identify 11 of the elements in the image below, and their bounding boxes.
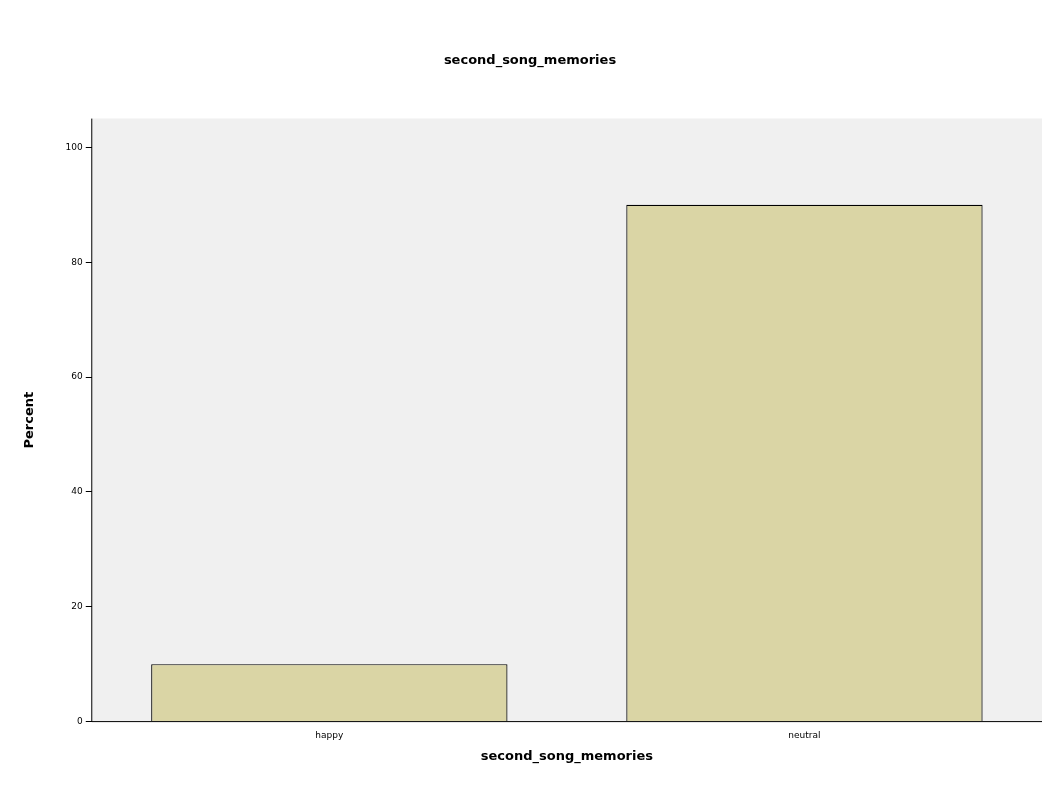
x-tick-label: happy <box>315 730 344 741</box>
x-axis-title: second_song_memories <box>480 747 654 764</box>
y-tick-label: 0 <box>77 715 84 726</box>
y-tick-label: 60 <box>71 371 84 382</box>
y-tick-label: 40 <box>71 486 84 497</box>
x-tick-label: neutral <box>788 730 821 741</box>
y-tick-label: 100 <box>65 141 84 152</box>
y-axis-title: Percent <box>21 391 37 449</box>
y-tick-label: 20 <box>71 601 84 612</box>
y-tick-label: 80 <box>71 256 84 267</box>
chart-title: second_song_memories <box>443 52 617 69</box>
